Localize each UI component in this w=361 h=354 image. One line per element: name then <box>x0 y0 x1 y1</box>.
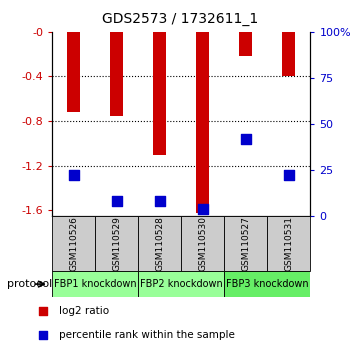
Point <box>71 173 77 178</box>
Text: protocol: protocol <box>7 279 52 289</box>
Text: GSM110530: GSM110530 <box>199 216 208 271</box>
Point <box>243 136 249 142</box>
Text: log2 ratio: log2 ratio <box>59 306 109 316</box>
Bar <box>110 32 123 115</box>
Bar <box>95 216 138 271</box>
Text: FBP2 knockdown: FBP2 knockdown <box>140 279 223 289</box>
Text: FBP1 knockdown: FBP1 knockdown <box>54 279 137 289</box>
Bar <box>68 32 80 112</box>
Bar <box>138 216 181 271</box>
Bar <box>283 32 295 76</box>
Bar <box>225 216 268 271</box>
Bar <box>196 32 209 213</box>
Text: GSM110529: GSM110529 <box>112 216 121 271</box>
Bar <box>52 216 95 271</box>
Text: FBP3 knockdown: FBP3 knockdown <box>226 279 309 289</box>
Point <box>114 198 120 204</box>
Bar <box>153 32 166 155</box>
Text: percentile rank within the sample: percentile rank within the sample <box>59 330 235 340</box>
Point <box>157 198 163 204</box>
Text: GDS2573 / 1732611_1: GDS2573 / 1732611_1 <box>103 12 258 27</box>
Bar <box>268 216 310 271</box>
Bar <box>181 216 225 271</box>
Text: GSM110528: GSM110528 <box>155 216 164 271</box>
Bar <box>225 271 310 297</box>
Point <box>286 173 292 178</box>
Bar <box>52 271 138 297</box>
Bar <box>138 271 225 297</box>
Point <box>200 206 206 211</box>
Bar <box>239 32 252 56</box>
Point <box>40 308 45 314</box>
Text: GSM110531: GSM110531 <box>284 216 293 271</box>
Text: GSM110527: GSM110527 <box>242 216 251 271</box>
Text: GSM110526: GSM110526 <box>69 216 78 271</box>
Point <box>40 332 45 338</box>
